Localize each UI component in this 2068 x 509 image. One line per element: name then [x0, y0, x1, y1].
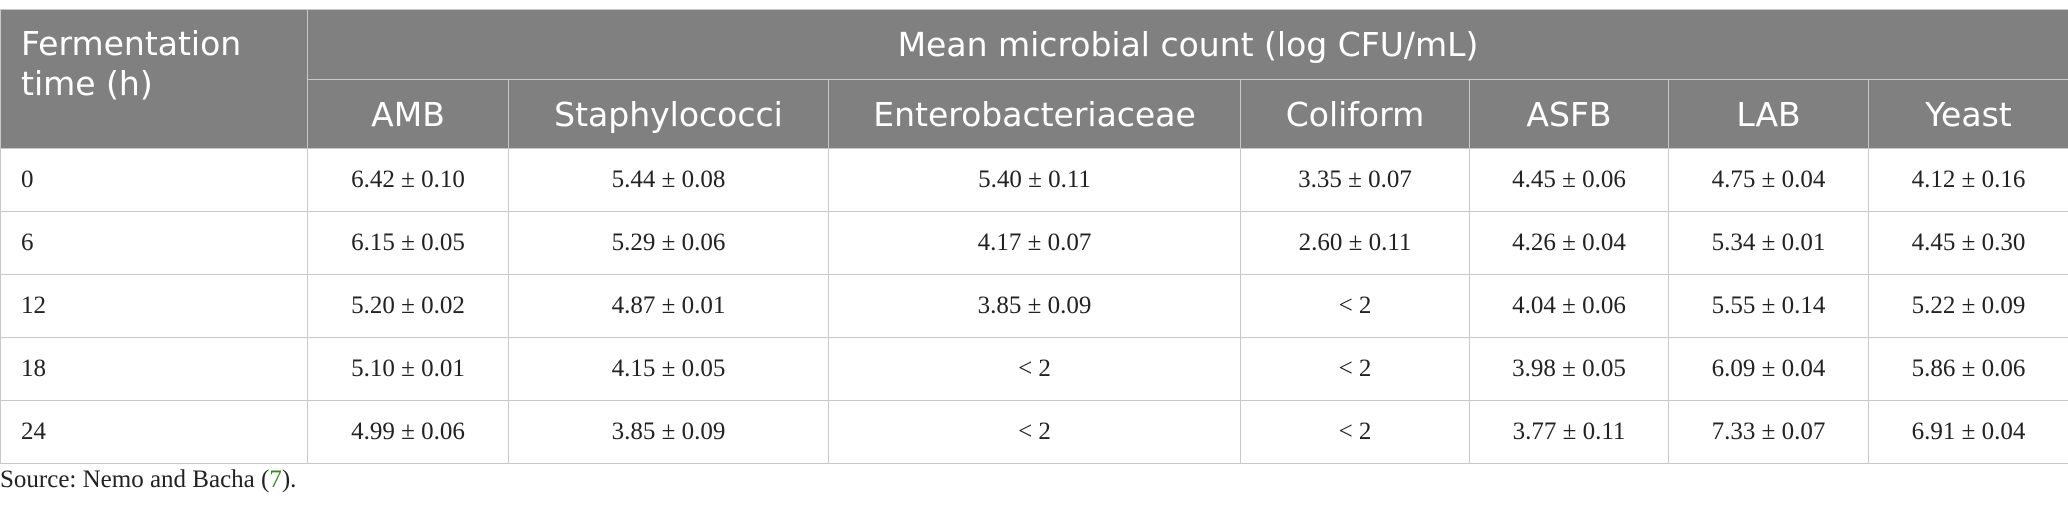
table-cell: < 2 [1240, 337, 1470, 401]
column-header: LAB [1668, 79, 1869, 149]
column-header: Enterobacteriaceae [828, 79, 1241, 149]
group-header: Mean microbial count (log CFU/mL) [306, 9, 2068, 80]
table-cell: 6.09 ± 0.04 [1668, 337, 1869, 401]
table-cell: 3.35 ± 0.07 [1240, 148, 1470, 212]
table-cell: 2.60 ± 0.11 [1240, 211, 1470, 275]
footnote-text: ). [281, 466, 297, 493]
table-cell: 5.22 ± 0.09 [1867, 274, 2068, 338]
row-label: 18 [0, 337, 308, 401]
table-cell: < 2 [1240, 400, 1470, 464]
table-row: 6 6.15 ± 0.05 5.29 ± 0.06 4.17 ± 0.07 2.60 ±… [0, 211, 2068, 275]
table-cell: 5.29 ± 0.06 [508, 211, 829, 275]
table-cell: 5.20 ± 0.02 [307, 274, 509, 338]
reference-link[interactable]: 7 [269, 466, 282, 493]
table-cell: 4.87 ± 0.01 [508, 274, 829, 338]
table-cell: 5.10 ± 0.01 [307, 337, 509, 401]
table-cell: 5.34 ± 0.01 [1668, 211, 1869, 275]
column-header: Coliform [1240, 79, 1470, 149]
table-row: 24 4.99 ± 0.06 3.85 ± 0.09 < 2 < 2 3.77 ± 0.1… [0, 400, 2068, 464]
data-table: Fermentation time (h) Mean microbial cou… [0, 9, 2068, 464]
row-label: 6 [0, 211, 308, 275]
table-cell: 4.26 ± 0.04 [1469, 211, 1669, 275]
table-cell: 4.12 ± 0.16 [1867, 148, 2068, 212]
table-cell: 5.40 ± 0.11 [828, 148, 1241, 212]
table-cell: 4.15 ± 0.05 [508, 337, 829, 401]
table-cell: 6.42 ± 0.10 [307, 148, 509, 212]
column-header: Yeast [1867, 79, 2068, 149]
footnote: Source: Nemo and Bacha (7). [0, 466, 296, 494]
column-header: AMB [307, 79, 509, 149]
table-cell: 4.45 ± 0.30 [1867, 211, 2068, 275]
table-cell: 7.33 ± 0.07 [1668, 400, 1869, 464]
row-label-header: Fermentation time (h) [0, 9, 308, 149]
table-cell: 5.44 ± 0.08 [508, 148, 829, 212]
table-cell: 4.99 ± 0.06 [307, 400, 509, 464]
table-cell: 3.85 ± 0.09 [508, 400, 829, 464]
table-cell: 6.15 ± 0.05 [307, 211, 509, 275]
row-label: 24 [0, 400, 308, 464]
table-cell: 4.45 ± 0.06 [1469, 148, 1669, 212]
footnote-text: Source: Nemo and Bacha ( [0, 466, 270, 493]
table-cell: 3.85 ± 0.09 [828, 274, 1241, 338]
table-cell: 5.86 ± 0.06 [1867, 337, 2068, 401]
table-row: 18 5.10 ± 0.01 4.15 ± 0.05 < 2 < 2 3.98 ± 0.0… [0, 337, 2068, 401]
table-cell: 6.91 ± 0.04 [1867, 400, 2068, 464]
table-cell: 5.55 ± 0.14 [1668, 274, 1869, 338]
table-cell: 4.17 ± 0.07 [828, 211, 1241, 275]
row-label: 12 [0, 274, 308, 338]
table-cell: 4.04 ± 0.06 [1469, 274, 1669, 338]
column-header: ASFB [1469, 79, 1669, 149]
table-row: 0 6.42 ± 0.10 5.44 ± 0.08 5.40 ± 0.11 3.35 ±… [0, 148, 2068, 212]
table-row: 12 5.20 ± 0.02 4.87 ± 0.01 3.85 ± 0.09 < 2 4.… [0, 274, 2068, 338]
table-cell: < 2 [828, 400, 1241, 464]
column-header: Staphylococci [508, 79, 829, 149]
table-cell: 4.75 ± 0.04 [1668, 148, 1869, 212]
table-cell: < 2 [828, 337, 1241, 401]
table-cell: < 2 [1240, 274, 1470, 338]
table-cell: 3.77 ± 0.11 [1469, 400, 1669, 464]
row-label: 0 [0, 148, 308, 212]
table-cell: 3.98 ± 0.05 [1469, 337, 1669, 401]
